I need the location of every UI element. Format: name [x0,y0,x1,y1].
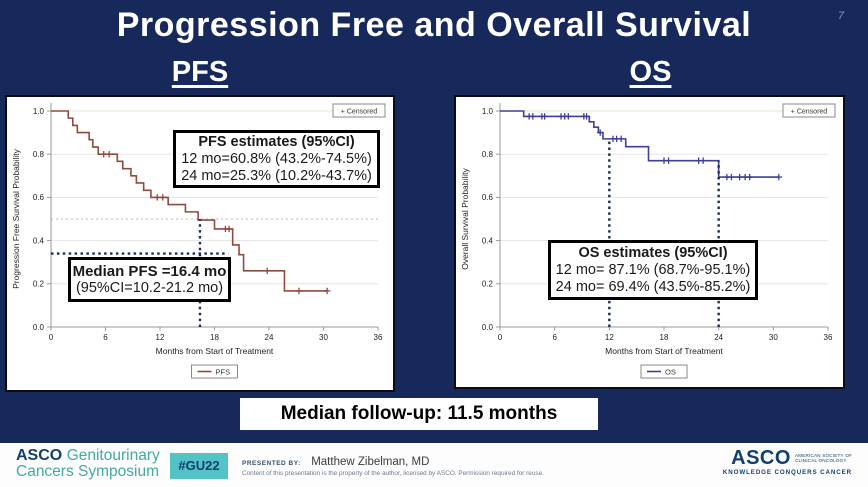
asco-wordmark: ASCO [16,447,63,464]
svg-text:36: 36 [824,333,833,342]
svg-text:OS: OS [665,368,676,377]
svg-text:6: 6 [103,333,108,342]
svg-text:PFS: PFS [216,368,231,377]
svg-text:0.4: 0.4 [482,236,494,245]
presenter-name: Matthew Zibelman, MD [311,456,430,468]
asco-society-logo: ASCO AMERICAN SOCIETY OF CLINICAL ONCOLO… [722,447,852,476]
svg-text:0.2: 0.2 [482,280,494,289]
slide-title: Progression Free and Overall Survival [116,6,752,44]
os-survival-curve [500,110,779,178]
presented-by-block: PRESENTED BY: Matthew Zibelman, MD [242,452,429,470]
svg-text:24: 24 [265,333,274,342]
symposium-name-line2: Cancers Symposium [16,463,159,480]
svg-text:18: 18 [660,333,669,342]
svg-text:24: 24 [714,333,723,342]
os-estimates-box: OS estimates (95%CI) 12 mo= 87.1% (68.7%… [548,240,758,300]
os-estimate-24mo: 24 mo= 69.4% (43.5%-85.2%) [555,278,751,295]
pfs-survival-curve [51,110,328,292]
svg-text:18: 18 [210,333,219,342]
footer-bar: ASCO Genitourinary Cancers Symposium #GU… [0,443,868,487]
svg-text:Months from Start of Treatment: Months from Start of Treatment [156,346,274,356]
series-legend-box [640,364,688,379]
asco-wordmark-right: ASCO [731,447,791,469]
svg-text:0: 0 [498,333,503,342]
svg-text:+ Censored: + Censored [341,109,377,116]
svg-text:30: 30 [319,333,328,342]
pfs-median-ci: (95%CI=10.2-21.2 mo) [75,279,224,296]
svg-text:30: 30 [769,333,778,342]
page-number: 7 [837,10,844,22]
os-chart-panel: 0.0 0.2 0.4 0.6 0.8 1.0 0 6 12 18 24 30 36 Months fro… [454,95,845,389]
svg-text:Months from Start of Treatment: Months from Start of Treatment [605,346,723,356]
presented-by-label: PRESENTED BY: [242,460,301,467]
svg-text:0: 0 [49,333,54,342]
svg-text:12: 12 [156,333,165,342]
svg-text:0.6: 0.6 [33,193,45,202]
pfs-estimates-box: PFS estimates (95%CI) 12 mo=60.8% (43.2%… [173,130,380,188]
copyright-disclaimer: Content of this presentation is the prop… [242,470,544,477]
svg-text:+ Censored: + Censored [791,109,827,116]
pfs-median-box: Median PFS =16.4 mo (95%CI=10.2-21.2 mo) [68,257,231,302]
society-name: AMERICAN SOCIETY OF CLINICAL ONCOLOGY [794,452,852,464]
svg-text:0.0: 0.0 [482,323,494,332]
os-heading: OS [629,56,672,88]
svg-text:12: 12 [605,333,614,342]
median-followup-note: Median follow-up: 11.5 months [240,398,598,430]
censored-legend-box [332,103,386,118]
hashtag-badge: #GU22 [170,453,228,479]
svg-text:36: 36 [374,333,383,342]
svg-text:Progression Free Survival Prob: Progression Free Survival Probability [11,148,21,289]
svg-text:1.0: 1.0 [33,107,45,116]
pfs-estimates-title: PFS estimates (95%CI) [198,133,355,150]
pfs-estimate-24mo: 24 mo=25.3% (10.2%-43.7%) [181,167,372,184]
pfs-median-value: Median PFS =16.4 mo [72,262,227,280]
svg-text:0.2: 0.2 [33,280,45,289]
svg-text:0.8: 0.8 [482,150,494,159]
asco-symposium-logo: ASCO Genitourinary Cancers Symposium [16,448,160,480]
os-estimates-title: OS estimates (95%CI) [578,244,728,261]
svg-text:1.0: 1.0 [482,107,494,116]
symposium-name-line1: Genitourinary [66,447,160,464]
svg-text:0.6: 0.6 [482,193,494,202]
svg-text:0.8: 0.8 [33,150,45,159]
svg-text:0.0: 0.0 [33,323,45,332]
svg-text:Overall Survival Probability: Overall Survival Probability [460,167,470,269]
censored-legend-box [782,103,836,118]
asco-tagline: KNOWLEDGE CONQUERS CANCER [722,469,852,476]
svg-text:0.4: 0.4 [33,236,45,245]
pfs-estimate-12mo: 12 mo=60.8% (43.2%-74.5%) [181,150,372,167]
svg-text:6: 6 [552,333,557,342]
os-estimate-12mo: 12 mo= 87.1% (68.7%-95.1%) [555,261,751,278]
pfs-heading: PFS [171,56,229,88]
series-legend-box [191,364,238,379]
